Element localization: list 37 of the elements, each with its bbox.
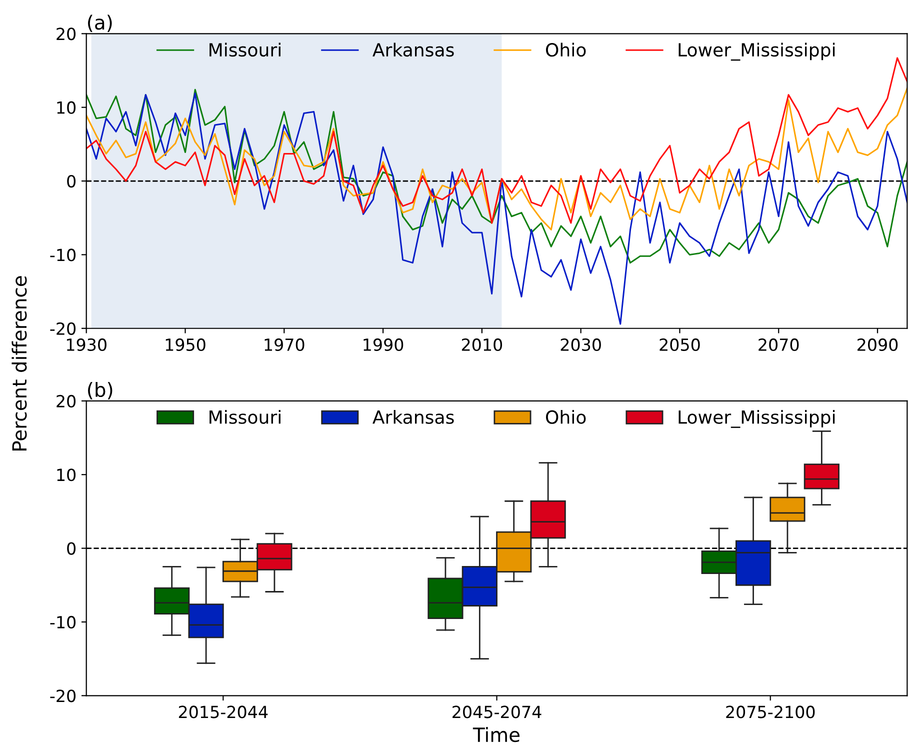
x-tick-label: 1950 xyxy=(166,338,206,351)
legend-label: Missouri xyxy=(210,42,280,57)
legend-label: Arkansas xyxy=(372,410,454,424)
line-series xyxy=(86,92,908,325)
x-tick-label: 2045-2074 xyxy=(452,706,542,718)
legend-label: Ohio xyxy=(546,410,586,424)
x-tick-label: 2070 xyxy=(758,338,799,351)
y-tick-label: -20 xyxy=(50,322,76,335)
legend-label: Lower_Mississippi xyxy=(678,42,835,61)
y-tick-label: 0 xyxy=(67,174,76,188)
legend-label: Arkansas xyxy=(372,42,454,57)
y-tick-label: 20 xyxy=(56,394,76,408)
chart-title: (b) xyxy=(88,382,112,400)
y-tick-label: 0 xyxy=(67,542,76,555)
x-tick-label: 1970 xyxy=(264,338,304,351)
y-tick-label: 10 xyxy=(57,468,76,482)
y-tick-label: -10 xyxy=(50,248,76,262)
y-tick-label: -20 xyxy=(50,690,76,702)
legend-label: Missouri xyxy=(210,410,280,424)
x-tick-label: 2030 xyxy=(560,338,601,351)
x-tick-label: 2015-2044 xyxy=(178,706,268,718)
x-tick-label: 2010 xyxy=(462,338,502,351)
x-tick-label: 2050 xyxy=(660,338,700,351)
x-tick-label: 2075-2100 xyxy=(726,706,815,718)
y-tick-label: 20 xyxy=(56,28,76,40)
line-series xyxy=(86,88,908,264)
line-series xyxy=(86,87,908,230)
chart-title: (a) xyxy=(88,14,112,32)
legend-label: Ohio xyxy=(546,42,586,57)
x-tick-label: 1930 xyxy=(66,338,106,351)
x-tick-label: 1990 xyxy=(364,338,404,351)
y-axis-title: Percent difference xyxy=(12,276,27,450)
y-tick-label: 10 xyxy=(57,101,76,114)
x-tick-label: 2090 xyxy=(858,338,898,351)
legend-label: Lower_Mississippi xyxy=(678,410,835,428)
x-axis-title: Time xyxy=(472,727,520,742)
y-tick-label: -10 xyxy=(50,616,76,629)
